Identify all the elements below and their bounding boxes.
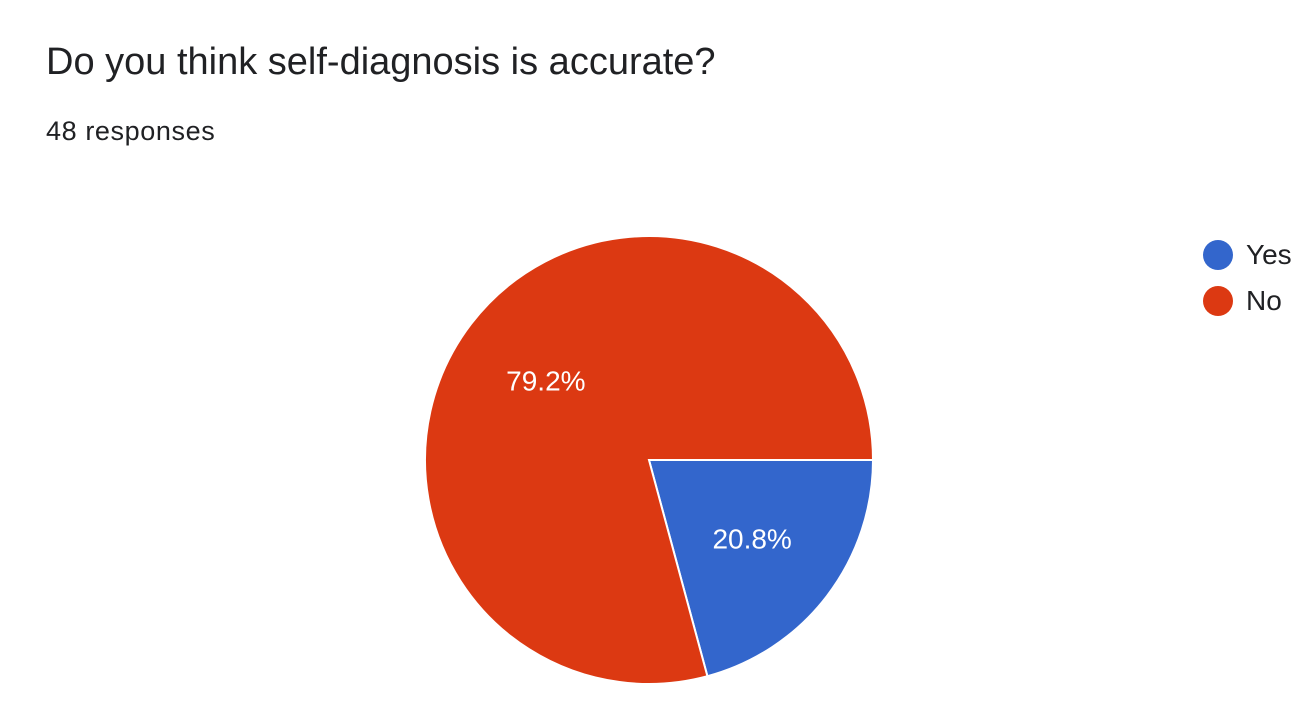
slice-label-no: 79.2%: [506, 366, 585, 397]
pie-slice-yes[interactable]: [647, 459, 875, 678]
pie-slice-no[interactable]: [424, 235, 875, 685]
legend-swatch-no: [1203, 286, 1233, 316]
legend-swatch-yes: [1203, 240, 1233, 270]
legend-item-yes: Yes: [1203, 232, 1292, 278]
legend-label-no: No: [1246, 285, 1282, 316]
legend-label-yes: Yes: [1246, 239, 1292, 270]
response-count: 48 responses: [46, 116, 216, 146]
slice-label-yes: 20.8%: [712, 523, 791, 554]
chart-legend: Yes No: [1203, 232, 1292, 324]
question-title: Do you think self-diagnosis is accurate?: [46, 41, 716, 83]
legend-item-no: No: [1203, 278, 1292, 324]
